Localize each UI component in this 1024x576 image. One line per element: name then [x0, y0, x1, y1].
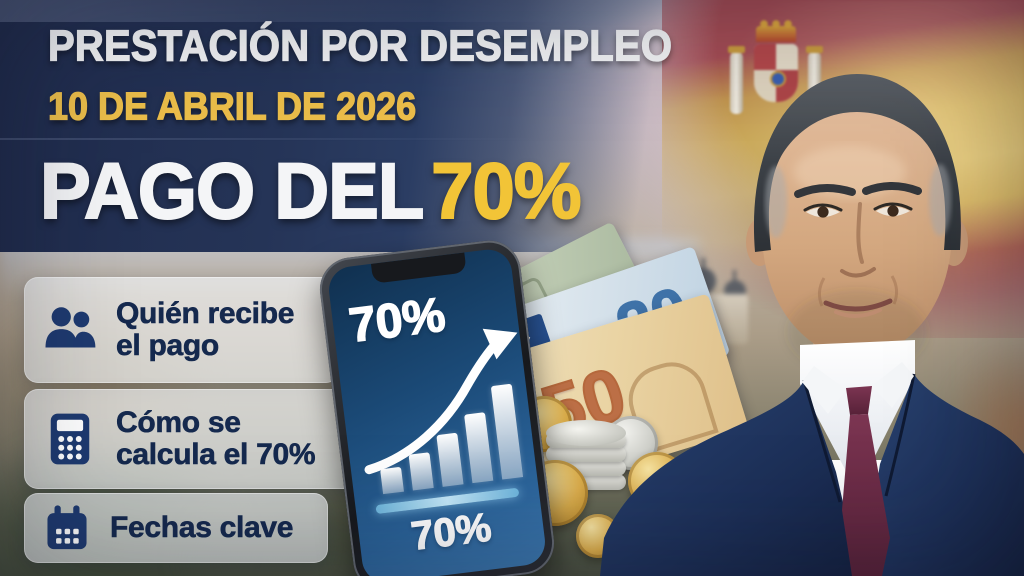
collar-right — [872, 362, 914, 408]
nose — [856, 202, 864, 264]
smile-line — [890, 275, 899, 305]
nostrils — [840, 267, 876, 278]
topic-label: Cómo se calcula el 70% — [116, 405, 316, 471]
rising-arrow-icon — [364, 328, 518, 475]
cathedral-spire — [702, 258, 705, 270]
people-icon — [42, 302, 98, 358]
headline-payment: PAGO DEL 70% — [39, 146, 582, 236]
smile-line — [817, 277, 826, 307]
shield-icon — [754, 44, 798, 102]
headline-payment-percentage: 70% — [430, 146, 582, 236]
tie — [842, 414, 890, 576]
iris — [817, 206, 829, 218]
phone-screen: 70% 70% — [326, 246, 548, 576]
calendar-icon — [42, 503, 92, 553]
eyelid — [803, 203, 843, 212]
headline-payment-prefix: PAGO DEL — [39, 146, 425, 236]
topic-card-how-calculated: Cómo se calcula el 70% — [24, 389, 366, 489]
lower-lip — [834, 308, 882, 318]
eyelid — [873, 202, 913, 211]
shield-quarter — [776, 44, 798, 71]
iris — [887, 205, 899, 217]
calculator-icon — [42, 411, 98, 467]
headline-line1: PRESTACIÓN POR DESEMPLEO — [47, 21, 673, 71]
smartphone: 70% 70% — [316, 236, 558, 576]
mouth — [823, 298, 893, 312]
politician-portrait — [600, 74, 1024, 576]
headline-date: 10 DE ABRIL DE 2026 — [47, 83, 417, 129]
eyebrow — [862, 182, 922, 195]
lapel-line — [884, 373, 916, 497]
gray-temple — [929, 164, 951, 236]
gray-temple — [765, 166, 787, 238]
tie-knot — [846, 386, 872, 415]
cathedral-spire — [733, 270, 736, 282]
topic-card-who-receives: Quién recibe el pago — [24, 277, 340, 383]
eyebrow — [794, 184, 856, 198]
headline-panel — [0, 0, 740, 252]
collar-left — [802, 366, 846, 414]
suit-left — [600, 380, 860, 576]
shield-quarter — [754, 44, 776, 71]
coin-stack-layer — [546, 446, 626, 462]
crown-icon — [756, 20, 796, 42]
lapel-line — [802, 379, 842, 503]
coin-stack-top — [546, 420, 626, 446]
topic-card-key-dates: Fechas clave — [24, 493, 328, 563]
hair — [753, 74, 961, 252]
topic-label: Quién recibe el pago — [116, 296, 295, 362]
phone-bar-chart — [352, 328, 525, 496]
topic-label: Fechas clave — [110, 510, 294, 544]
shield-center — [770, 70, 786, 87]
